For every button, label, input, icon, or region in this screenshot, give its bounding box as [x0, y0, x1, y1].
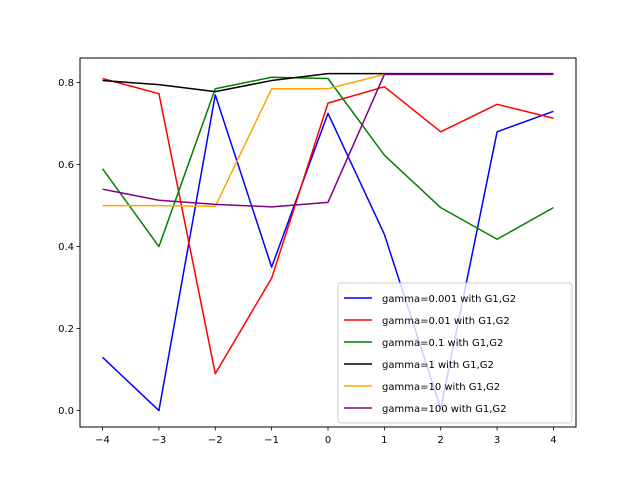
x-tick-label: 0	[325, 435, 331, 446]
legend: gamma=0.001 with G1,G2 gamma=0.01 with G1…	[337, 282, 573, 424]
series-line-3	[102, 72, 554, 93]
y-tick-label: 0.4	[58, 242, 74, 253]
x-tick-label: 1	[381, 435, 387, 446]
legend-label-4: gamma=10 with G1,G2	[382, 382, 500, 393]
y-tick-label: 0.0	[58, 406, 74, 417]
series-layer	[101, 72, 554, 412]
legend-box	[337, 282, 573, 424]
x-tick-label: 2	[438, 435, 444, 446]
x-tick-label: 3	[494, 435, 500, 446]
x-tick-label: −1	[264, 435, 279, 446]
legend-label-5: gamma=100 with G1,G2	[382, 404, 507, 415]
x-axis: −4 −3 −2 −1 0 1 2 3 4	[95, 427, 557, 446]
x-tick-label: 4	[550, 435, 556, 446]
y-axis: 0.0 0.2 0.4 0.6 0.8	[58, 78, 80, 417]
y-tick-label: 0.8	[58, 78, 74, 89]
y-tick-label: 0.6	[58, 160, 74, 171]
series-line-1	[102, 77, 554, 375]
x-tick-label: −4	[95, 435, 110, 446]
legend-label-1: gamma=0.01 with G1,G2	[382, 316, 510, 327]
series-line-0	[102, 94, 554, 412]
y-tick-label: 0.2	[58, 324, 74, 335]
legend-label-3: gamma=1 with G1,G2	[382, 360, 494, 371]
legend-label-2: gamma=0.1 with G1,G2	[382, 338, 503, 349]
series-line-2	[101, 76, 554, 248]
x-tick-label: −3	[152, 435, 167, 446]
series-line-5	[102, 73, 554, 208]
legend-label-0: gamma=0.001 with G1,G2	[382, 294, 516, 305]
x-tick-label: −2	[208, 435, 223, 446]
